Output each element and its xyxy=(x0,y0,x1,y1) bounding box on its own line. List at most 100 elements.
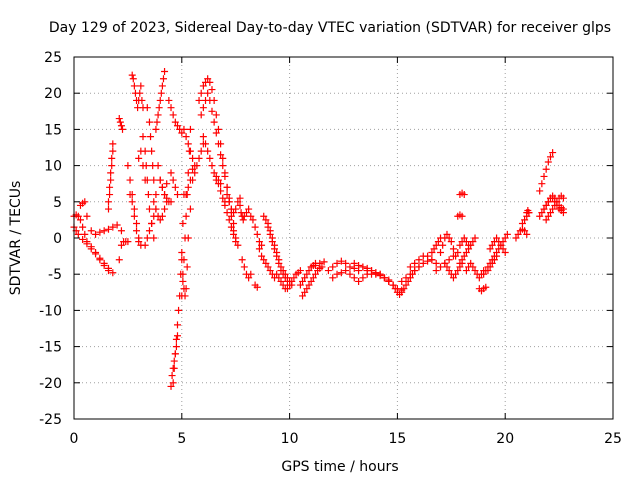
data-point xyxy=(279,281,287,289)
data-point xyxy=(296,281,304,289)
data-point xyxy=(445,234,453,242)
data-point xyxy=(173,332,181,340)
data-point xyxy=(456,241,464,249)
data-point xyxy=(329,274,337,282)
data-point xyxy=(488,259,496,267)
data-point xyxy=(189,176,197,184)
data-point xyxy=(465,245,473,253)
data-point xyxy=(460,234,468,242)
data-point xyxy=(138,96,146,104)
data-point xyxy=(432,259,440,267)
data-point xyxy=(142,162,150,170)
y-tick-label: -20 xyxy=(39,376,62,392)
data-point xyxy=(230,220,238,228)
data-point xyxy=(181,292,189,300)
series-seg-o xyxy=(152,67,169,133)
data-point xyxy=(100,262,108,270)
data-point xyxy=(106,191,114,199)
series-seg-z xyxy=(189,140,207,184)
series-seg-h xyxy=(126,191,143,246)
data-point xyxy=(208,86,216,94)
data-point xyxy=(154,162,162,170)
data-point xyxy=(126,176,134,184)
data-point xyxy=(145,227,153,235)
chart-title: Day 129 of 2023, Sidereal Day-to-day VTE… xyxy=(49,20,611,36)
data-point xyxy=(92,230,100,238)
data-point xyxy=(559,205,567,213)
data-point xyxy=(404,277,412,285)
data-point xyxy=(139,133,147,141)
data-point xyxy=(471,267,479,275)
data-point xyxy=(490,256,498,264)
data-point xyxy=(145,205,153,213)
data-point xyxy=(195,96,203,104)
x-tick-label: 15 xyxy=(388,431,406,447)
data-point xyxy=(415,263,423,271)
data-point xyxy=(133,220,141,228)
data-point xyxy=(170,357,178,365)
data-point xyxy=(156,176,164,184)
series-seg-bj xyxy=(512,225,531,242)
data-point xyxy=(204,75,212,83)
data-point xyxy=(141,241,149,249)
data-point xyxy=(253,283,261,291)
data-point xyxy=(290,274,298,282)
data-point xyxy=(350,274,358,282)
data-point xyxy=(182,212,190,220)
data-point xyxy=(264,263,272,271)
data-point xyxy=(171,118,179,126)
data-point xyxy=(150,198,158,206)
data-point xyxy=(253,230,261,238)
data-point xyxy=(104,205,112,213)
data-point xyxy=(193,162,201,170)
data-point xyxy=(546,153,554,161)
data-point xyxy=(186,147,194,155)
data-point xyxy=(206,154,214,162)
series-seg-bp xyxy=(542,192,567,224)
data-point xyxy=(385,277,393,285)
data-point xyxy=(172,343,180,351)
data-point xyxy=(512,234,520,242)
data-point xyxy=(549,149,557,157)
data-point xyxy=(107,176,115,184)
data-point xyxy=(232,238,240,246)
data-point xyxy=(108,162,116,170)
data-point xyxy=(219,154,227,162)
data-point xyxy=(178,256,186,264)
data-point xyxy=(268,234,276,242)
series-seg-ag xyxy=(238,256,255,282)
data-point xyxy=(208,107,216,115)
data-point xyxy=(217,151,225,159)
data-point xyxy=(277,263,285,271)
x-tick-label: 0 xyxy=(70,431,79,447)
y-tick-label: -15 xyxy=(39,340,62,356)
data-point xyxy=(309,274,317,282)
data-point xyxy=(158,82,166,90)
data-point xyxy=(135,238,143,246)
data-point xyxy=(147,133,155,141)
series-seg-bh xyxy=(484,252,501,275)
data-point xyxy=(189,165,197,173)
data-point xyxy=(255,238,263,246)
data-point xyxy=(76,216,84,224)
y-axis-title: SDTVAR / TECUs xyxy=(8,181,24,296)
data-point xyxy=(281,270,289,278)
data-point xyxy=(173,321,181,329)
data-point xyxy=(337,269,345,277)
data-point xyxy=(486,263,494,271)
data-point xyxy=(221,172,229,180)
data-point xyxy=(462,238,470,246)
data-point xyxy=(499,245,507,253)
data-point xyxy=(247,212,255,220)
data-point xyxy=(258,241,266,249)
series-seg-au xyxy=(398,256,436,285)
data-point xyxy=(236,201,244,209)
data-point xyxy=(266,267,274,275)
data-point xyxy=(452,270,460,278)
series-seg-aj xyxy=(255,245,279,282)
data-point xyxy=(324,267,332,275)
data-point xyxy=(171,183,179,191)
data-point xyxy=(225,198,233,206)
data-point xyxy=(169,364,177,372)
data-point xyxy=(402,274,410,282)
